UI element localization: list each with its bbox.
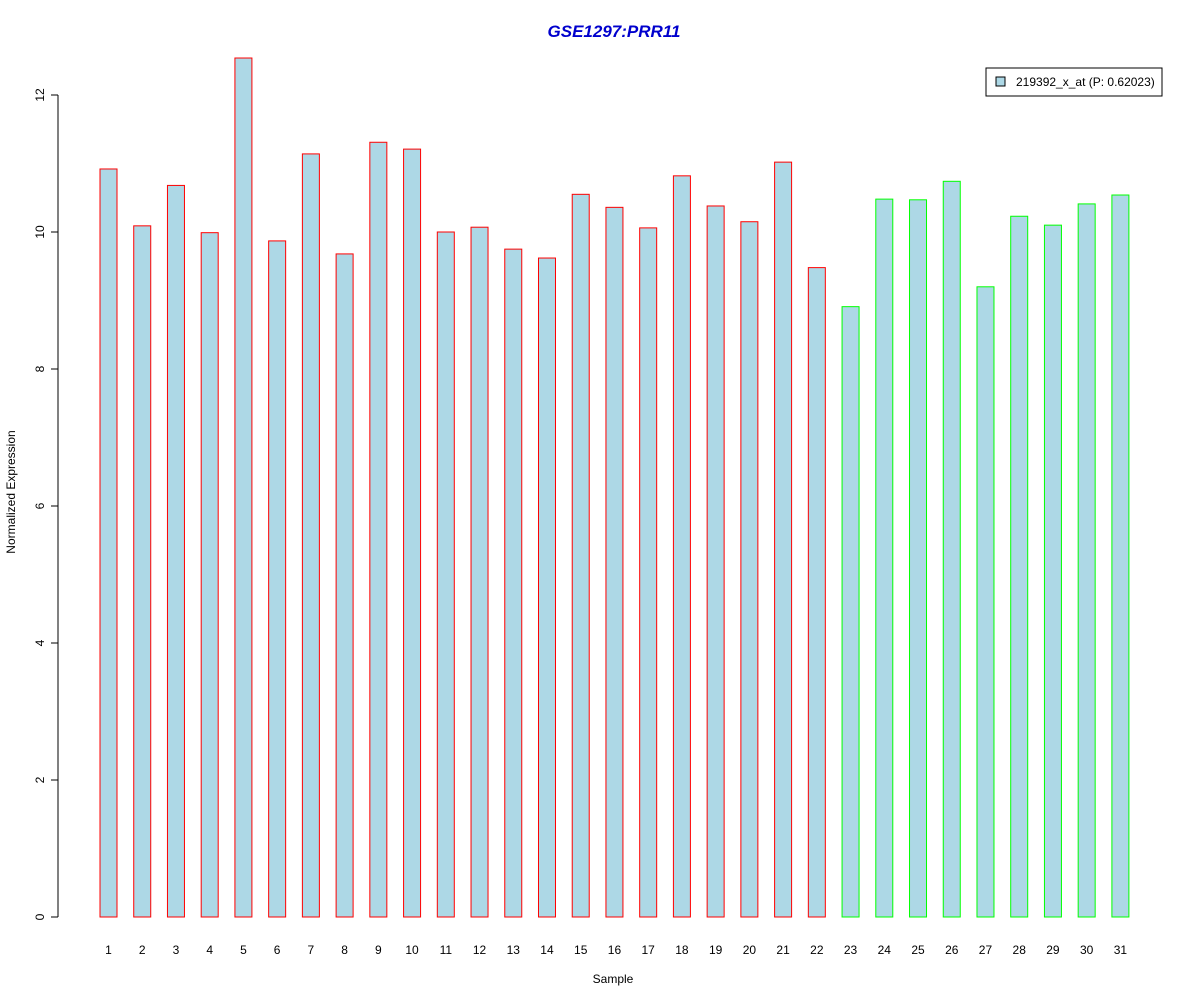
bar-sample-9 (369, 141, 388, 918)
bar-sample-22 (807, 267, 826, 918)
y-axis-label: Normalized Expression (4, 430, 18, 553)
x-tick-label: 17 (642, 943, 656, 957)
x-tick-label: 26 (945, 943, 959, 957)
x-axis-label: Sample (593, 972, 634, 986)
bars (99, 57, 1130, 918)
x-tick-label: 23 (844, 943, 858, 957)
bar-sample-16 (605, 206, 624, 918)
x-tick-labels: 1 2 3 4 5 6 7 8 9 10 11 12 13 14 15 16 17 18 19 20 21 22 23 24 2… (105, 943, 1127, 957)
bar-sample-20 (740, 221, 759, 918)
y-tick-label: 8 (33, 365, 47, 372)
bar-sample-23 (841, 306, 860, 918)
bar-sample-7 (301, 153, 320, 918)
x-tick-label: 11 (440, 943, 453, 957)
bar-sample-18 (672, 175, 691, 918)
bar-sample-27 (976, 286, 995, 918)
bar-sample-4 (200, 232, 219, 918)
bar-sample-13 (504, 248, 523, 918)
x-tick-label: 24 (878, 943, 892, 957)
bar-sample-11 (436, 231, 455, 918)
bar-sample-29 (1043, 224, 1062, 918)
bar-sample-30 (1077, 203, 1096, 918)
legend-swatch (995, 76, 1006, 87)
y-tick-label: 4 (33, 639, 47, 646)
x-tick-label: 15 (574, 943, 588, 957)
bar-sample-10 (403, 148, 422, 918)
legend: 219392_x_at (P: 0.62023) (985, 67, 1163, 97)
bar-sample-1 (99, 168, 118, 918)
x-tick-label: 3 (173, 943, 180, 957)
x-tick-label: 12 (473, 943, 487, 957)
bar-sample-8 (335, 253, 354, 918)
legend-box (985, 67, 1163, 97)
bar-sample-5 (234, 57, 253, 918)
x-tick-label: 8 (341, 943, 348, 957)
bar-sample-14 (537, 257, 556, 918)
bar-sample-31 (1111, 194, 1130, 918)
y-axis: 0 2 4 6 8 10 12 (33, 88, 59, 920)
x-tick-label: 21 (776, 943, 790, 957)
bar-sample-12 (470, 226, 489, 918)
bar-sample-2 (133, 225, 152, 918)
y-tick-label: 0 (33, 913, 47, 920)
x-tick-label: 14 (540, 943, 554, 957)
x-tick-label: 22 (810, 943, 824, 957)
x-tick-label: 6 (274, 943, 281, 957)
x-tick-label: 1 (105, 943, 112, 957)
bar-sample-26 (942, 180, 961, 918)
legend-label: 219392_x_at (P: 0.62023) (1016, 75, 1155, 89)
bar-sample-15 (571, 193, 590, 918)
y-tick-label: 2 (33, 776, 47, 783)
x-tick-label: 25 (911, 943, 925, 957)
x-tick-label: 29 (1046, 943, 1060, 957)
x-tick-label: 7 (308, 943, 315, 957)
x-tick-label: 18 (675, 943, 689, 957)
x-tick-label: 2 (139, 943, 146, 957)
x-tick-label: 19 (709, 943, 723, 957)
x-tick-label: 20 (743, 943, 757, 957)
bar-sample-24 (875, 198, 894, 918)
bar-sample-21 (774, 161, 793, 918)
x-tick-label: 13 (507, 943, 521, 957)
bar-sample-17 (639, 227, 658, 918)
x-tick-label: 5 (240, 943, 247, 957)
bar-sample-28 (1010, 215, 1029, 918)
x-tick-label: 30 (1080, 943, 1094, 957)
x-tick-label: 28 (1013, 943, 1027, 957)
bar-sample-3 (166, 184, 185, 918)
x-tick-label: 9 (375, 943, 382, 957)
bar-sample-19 (706, 205, 725, 918)
x-tick-label: 27 (979, 943, 993, 957)
x-tick-label: 31 (1114, 943, 1128, 957)
bar-sample-6 (268, 240, 287, 918)
bar-sample-25 (909, 199, 928, 918)
y-tick-label: 12 (33, 88, 47, 102)
y-tick-label: 6 (33, 502, 47, 509)
x-tick-label: 16 (608, 943, 622, 957)
y-tick-label: 10 (33, 225, 47, 239)
chart-title: GSE1297:PRR11 (548, 22, 681, 41)
x-tick-label: 10 (405, 943, 419, 957)
x-tick-label: 4 (206, 943, 213, 957)
